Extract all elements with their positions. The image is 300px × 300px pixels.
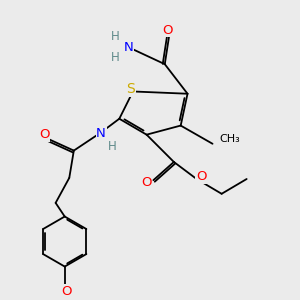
Text: O: O [141, 176, 152, 189]
Text: O: O [62, 285, 72, 298]
Text: H: H [110, 30, 119, 44]
Text: CH₃: CH₃ [219, 134, 240, 144]
Text: O: O [162, 24, 172, 37]
Text: N: N [96, 127, 106, 140]
Text: S: S [126, 82, 135, 96]
Text: O: O [39, 128, 50, 141]
Text: O: O [196, 170, 206, 183]
Text: H: H [110, 51, 119, 64]
Text: H: H [108, 140, 117, 152]
Text: N: N [124, 40, 133, 54]
